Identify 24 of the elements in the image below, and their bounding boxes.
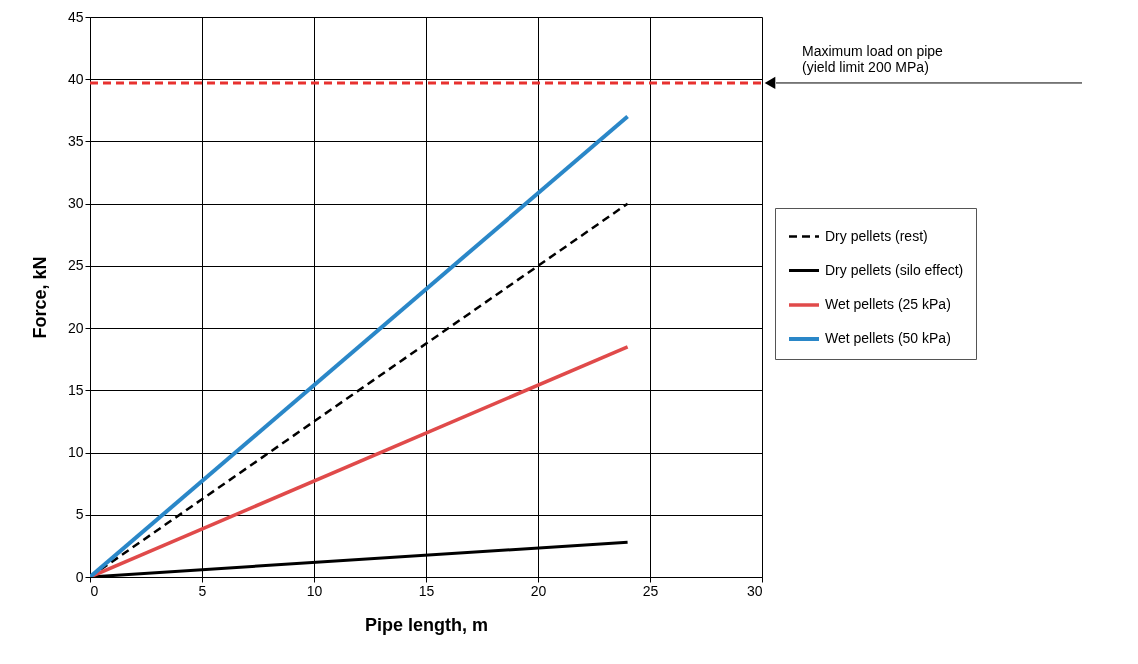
x-tick-label: 15 [418, 582, 435, 599]
y-tick-label: 45 [67, 8, 84, 25]
y-tick-label: 40 [67, 70, 84, 87]
x-axis-title: Pipe length, m [364, 614, 489, 635]
legend-label: Dry pellets (rest) [825, 227, 928, 244]
y-tick-label: 10 [67, 444, 84, 461]
legend-label: Wet pellets (50 kPa) [825, 330, 951, 346]
ref-line-label: Maximum load on pipe (yield limit 200 MPa) [802, 42, 944, 75]
y-tick-label: 5 [75, 506, 84, 523]
y-axis-title: Force, kN [29, 256, 50, 339]
x-tick-label: 30 [746, 582, 763, 599]
x-tick-label: 20 [530, 582, 547, 599]
y-tick-label: 20 [67, 319, 84, 336]
legend-label: Wet pellets (25 kPa) [825, 296, 951, 312]
x-tick-label: 0 [90, 582, 99, 599]
y-tick-label: 35 [67, 132, 84, 149]
y-tick-label: 15 [67, 381, 84, 398]
y-tick-label: 0 [75, 568, 84, 585]
y-tick-label: 25 [67, 257, 84, 274]
y-tick-label: 30 [67, 195, 84, 212]
x-tick-label: 10 [306, 582, 323, 599]
x-tick-label: 25 [642, 582, 659, 599]
x-tick-label: 5 [198, 582, 207, 599]
legend-label: Dry pellets (silo effect) [825, 261, 964, 278]
